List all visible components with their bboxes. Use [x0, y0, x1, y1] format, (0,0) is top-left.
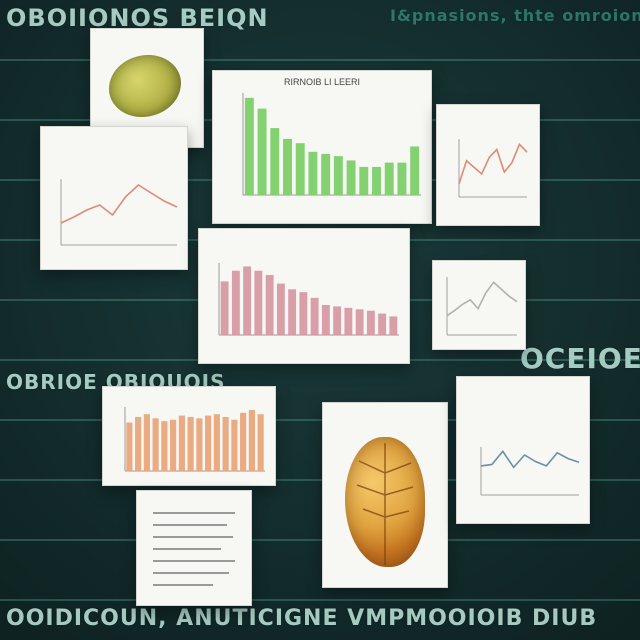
- bar: [321, 153, 331, 195]
- bar: [346, 160, 356, 195]
- artichoke-illustration: [109, 55, 181, 117]
- bar: [384, 162, 394, 195]
- bar: [276, 283, 285, 335]
- bar: [321, 305, 330, 335]
- leaf-card: [322, 402, 448, 588]
- middle-bar-chart-card: [198, 228, 410, 364]
- bar: [213, 414, 220, 471]
- bar: [257, 108, 267, 195]
- bar: [205, 415, 212, 471]
- bar: [240, 412, 247, 471]
- bar: [299, 292, 308, 335]
- bar: [288, 289, 297, 335]
- bg-word-right: OCEIOE: [520, 342, 640, 375]
- left-line-chart-card: [40, 126, 188, 270]
- bar: [187, 416, 194, 471]
- right-line-chart: [446, 277, 518, 336]
- bar: [295, 143, 305, 195]
- bar: [359, 166, 369, 195]
- series-line: [446, 281, 518, 317]
- top-bar-chart-card: RIRNOIB LI LEERI: [212, 70, 432, 224]
- bar: [231, 419, 238, 471]
- bar: [178, 415, 185, 471]
- bar: [333, 156, 343, 195]
- leaf-veins: [356, 443, 414, 565]
- left-line-chart: [60, 179, 178, 246]
- bar: [257, 414, 264, 471]
- small-line-chart: [458, 139, 528, 198]
- bar: [143, 414, 150, 471]
- bar: [220, 281, 229, 335]
- bar: [222, 416, 229, 471]
- bar: [243, 266, 252, 335]
- bar: [344, 307, 353, 335]
- right-lower-line-chart: [480, 447, 580, 496]
- bar: [397, 162, 407, 195]
- bottom-bar-chart: [124, 407, 265, 472]
- text-document-lines: [153, 512, 235, 586]
- bar: [254, 270, 263, 335]
- bottom-bar-chart-card: [102, 386, 276, 486]
- small-line-chart-card: [436, 104, 540, 226]
- middle-bar-chart: [218, 263, 399, 336]
- chart-title: RIRNOIB LI LEERI: [283, 77, 361, 87]
- bar: [196, 418, 203, 471]
- bg-text-line: I&pnasions, thte omroion: [390, 6, 640, 25]
- top-bar-chart: [242, 93, 421, 196]
- right-line-chart-card: [432, 260, 526, 350]
- bar: [308, 151, 318, 195]
- bar: [389, 316, 398, 335]
- bar: [333, 306, 342, 335]
- bar: [378, 313, 387, 335]
- bar: [410, 146, 420, 195]
- bg-heading-bottom: OOIDICOUN, ANUTICIGNE VMPMOOIOIB DIUB: [6, 606, 598, 631]
- bar: [135, 416, 142, 471]
- bar: [152, 418, 159, 471]
- bar: [248, 410, 255, 471]
- series-line: [60, 183, 178, 224]
- series-line: [480, 450, 580, 469]
- bar: [244, 97, 254, 195]
- bar: [270, 128, 280, 195]
- text-document-card: [136, 490, 252, 606]
- right-lower-chart-card: [456, 376, 590, 524]
- bar: [310, 297, 319, 335]
- series-line: [458, 142, 528, 185]
- bar: [161, 421, 168, 471]
- bg-heading-top: OBOIIONOS BEIQN: [6, 4, 269, 32]
- bar: [366, 310, 375, 335]
- bar: [355, 309, 364, 335]
- bar: [283, 138, 292, 195]
- bar: [126, 422, 133, 471]
- bar: [231, 270, 240, 335]
- bar: [372, 166, 381, 195]
- bar: [265, 275, 274, 335]
- bar: [170, 419, 177, 471]
